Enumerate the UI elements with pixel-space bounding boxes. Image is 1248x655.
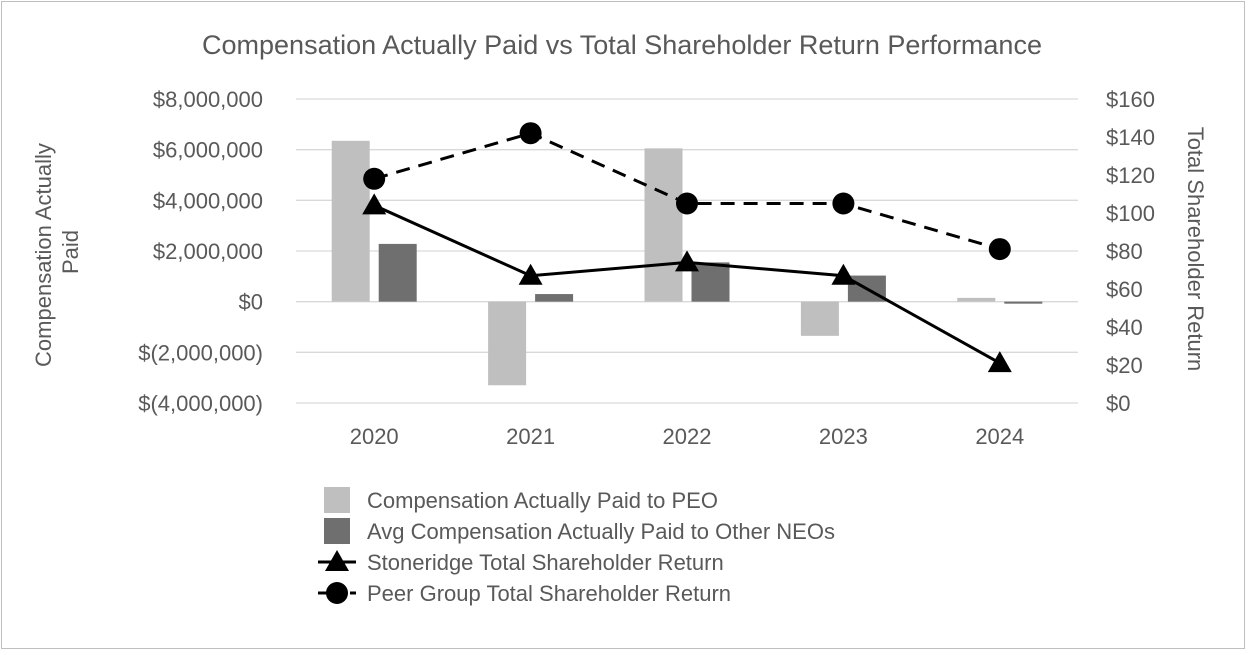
left-tick-label: $6,000,000 [153, 138, 263, 163]
left-tick-label: $0 [239, 290, 263, 315]
left-axis-ticks: $8,000,000 $6,000,000 $4,000,000 $2,000,000… [138, 87, 263, 416]
x-tick-label: 2021 [506, 424, 555, 449]
chart-title: Compensation Actually Paid vs Total Shar… [202, 30, 1042, 60]
right-tick-label: $20 [1106, 353, 1143, 378]
triangle-marker [987, 351, 1012, 373]
right-axis-title: Total Shareholder Return [1183, 127, 1208, 372]
left-tick-label: $4,000,000 [153, 188, 263, 213]
bar [331, 140, 370, 302]
right-tick-label: $140 [1106, 125, 1155, 150]
left-tick-label: $2,000,000 [153, 239, 263, 264]
triangle-marker [362, 193, 387, 215]
right-tick-label: $80 [1106, 239, 1143, 264]
right-tick-label: $60 [1106, 277, 1143, 302]
right-tick-label: $100 [1106, 201, 1155, 226]
right-tick-label: $40 [1106, 315, 1143, 340]
right-tick-label: $0 [1106, 391, 1130, 416]
legend-swatch [324, 518, 350, 544]
left-tick-label: $(2,000,000) [138, 340, 263, 365]
circle-marker [363, 167, 386, 190]
left-tick-label: $8,000,000 [153, 87, 263, 112]
circle-marker [519, 122, 542, 145]
legend-label: Peer Group Total Shareholder Return [367, 581, 731, 606]
legend-circle-marker [326, 582, 348, 604]
legend-label: Compensation Actually Paid to PEO [367, 488, 718, 513]
left-tick-label: $(4,000,000) [138, 391, 263, 416]
circle-marker [988, 238, 1011, 261]
legend: Compensation Actually Paid to PEO Avg Com… [318, 487, 835, 606]
left-axis-title: Compensation Actually Paid [31, 137, 83, 367]
circle-marker [832, 192, 855, 215]
circle-marker [676, 192, 698, 215]
triangle-marker [831, 263, 856, 285]
triangle-marker [518, 263, 543, 285]
x-tick-label: 2023 [819, 424, 868, 449]
legend-swatch [324, 487, 350, 513]
bar [488, 301, 527, 386]
legend-label: Avg Compensation Actually Paid to Other … [367, 519, 835, 544]
bars-group [331, 140, 1043, 386]
left-axis-title-line-1: Compensation Actually [31, 143, 56, 367]
bar [1004, 301, 1043, 304]
right-tick-label: $120 [1106, 163, 1155, 188]
bar [644, 148, 683, 302]
x-tick-label: 2022 [663, 424, 712, 449]
bar [535, 294, 574, 302]
triangle-marker [675, 250, 699, 272]
x-tick-label: 2024 [975, 424, 1024, 449]
x-axis-ticks: 2020 2021 2022 2023 2024 [350, 424, 1025, 449]
bar [957, 297, 996, 302]
x-tick-label: 2020 [350, 424, 399, 449]
bar [378, 243, 417, 302]
right-axis-ticks: $160 $140 $120 $100 $80 $60 $40 $20 $0 [1106, 87, 1155, 416]
left-axis-title-line-2: Paid [58, 230, 83, 274]
series-line [373, 204, 1001, 365]
right-tick-label: $160 [1106, 87, 1155, 112]
bar [800, 301, 839, 336]
legend-label: Stoneridge Total Shareholder Return [367, 550, 724, 575]
lines-group [362, 122, 1012, 373]
series-line [373, 131, 1001, 251]
bar [691, 262, 730, 302]
legend-triangle-marker [325, 550, 349, 571]
